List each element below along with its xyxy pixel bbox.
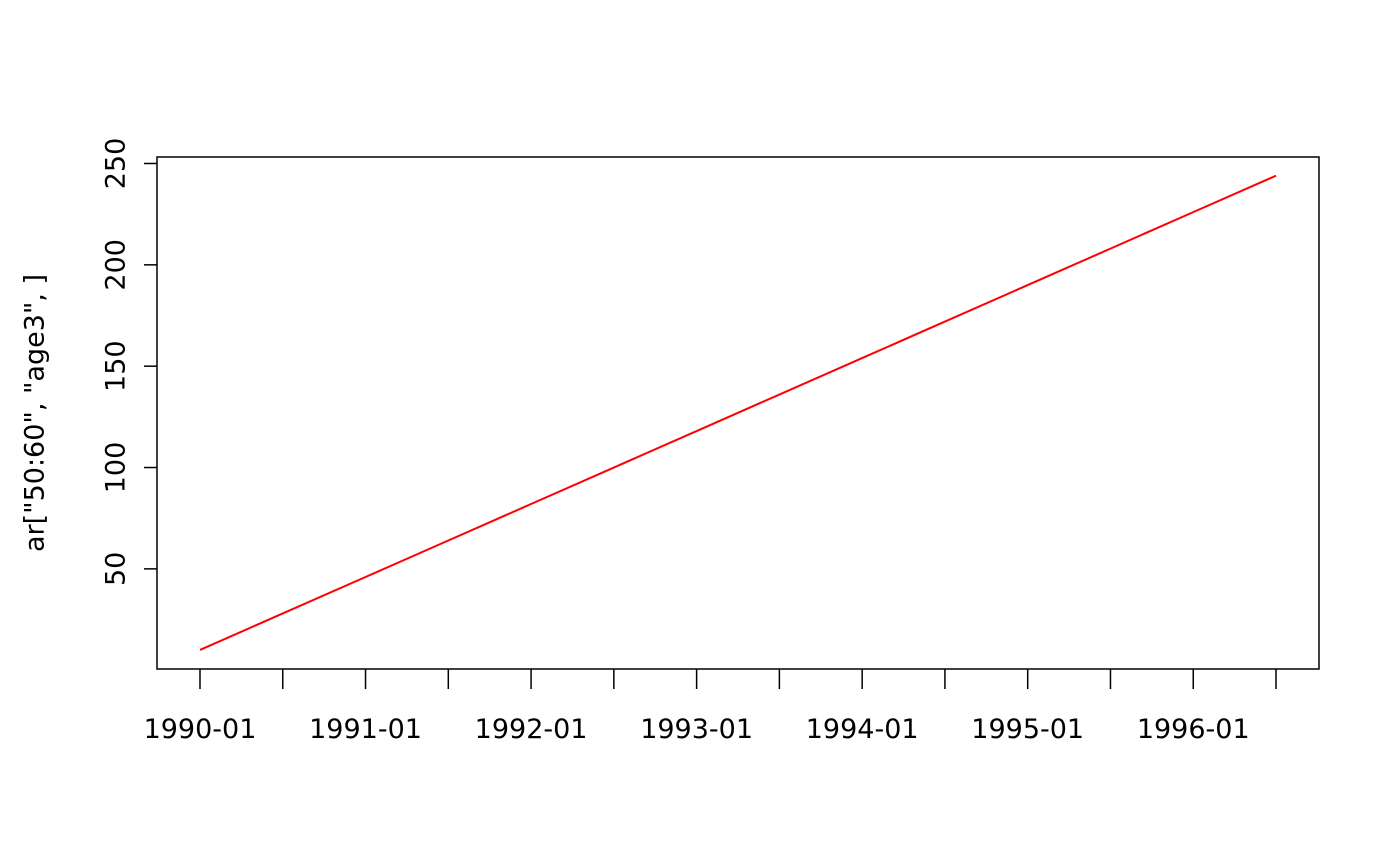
y-tick-label: 250 [101, 138, 132, 190]
y-tick-label: 200 [101, 239, 132, 291]
x-tick-label: 1990-01 [144, 714, 257, 745]
y-tick-label: 100 [101, 442, 132, 494]
x-tick-label: 1995-01 [971, 714, 1084, 745]
y-axis-label: ar["50:60", "age3", ] [20, 274, 51, 552]
y-tick-label: 50 [101, 552, 132, 586]
x-tick-label: 1996-01 [1137, 714, 1250, 745]
data-line [199, 174, 1277, 651]
y-tick-label: 150 [101, 340, 132, 392]
x-tick-label: 1994-01 [806, 714, 919, 745]
x-tick-label: 1992-01 [475, 714, 588, 745]
x-tick-label: 1993-01 [640, 714, 753, 745]
plot-box [156, 156, 1320, 670]
x-tick-label: 1991-01 [309, 714, 422, 745]
